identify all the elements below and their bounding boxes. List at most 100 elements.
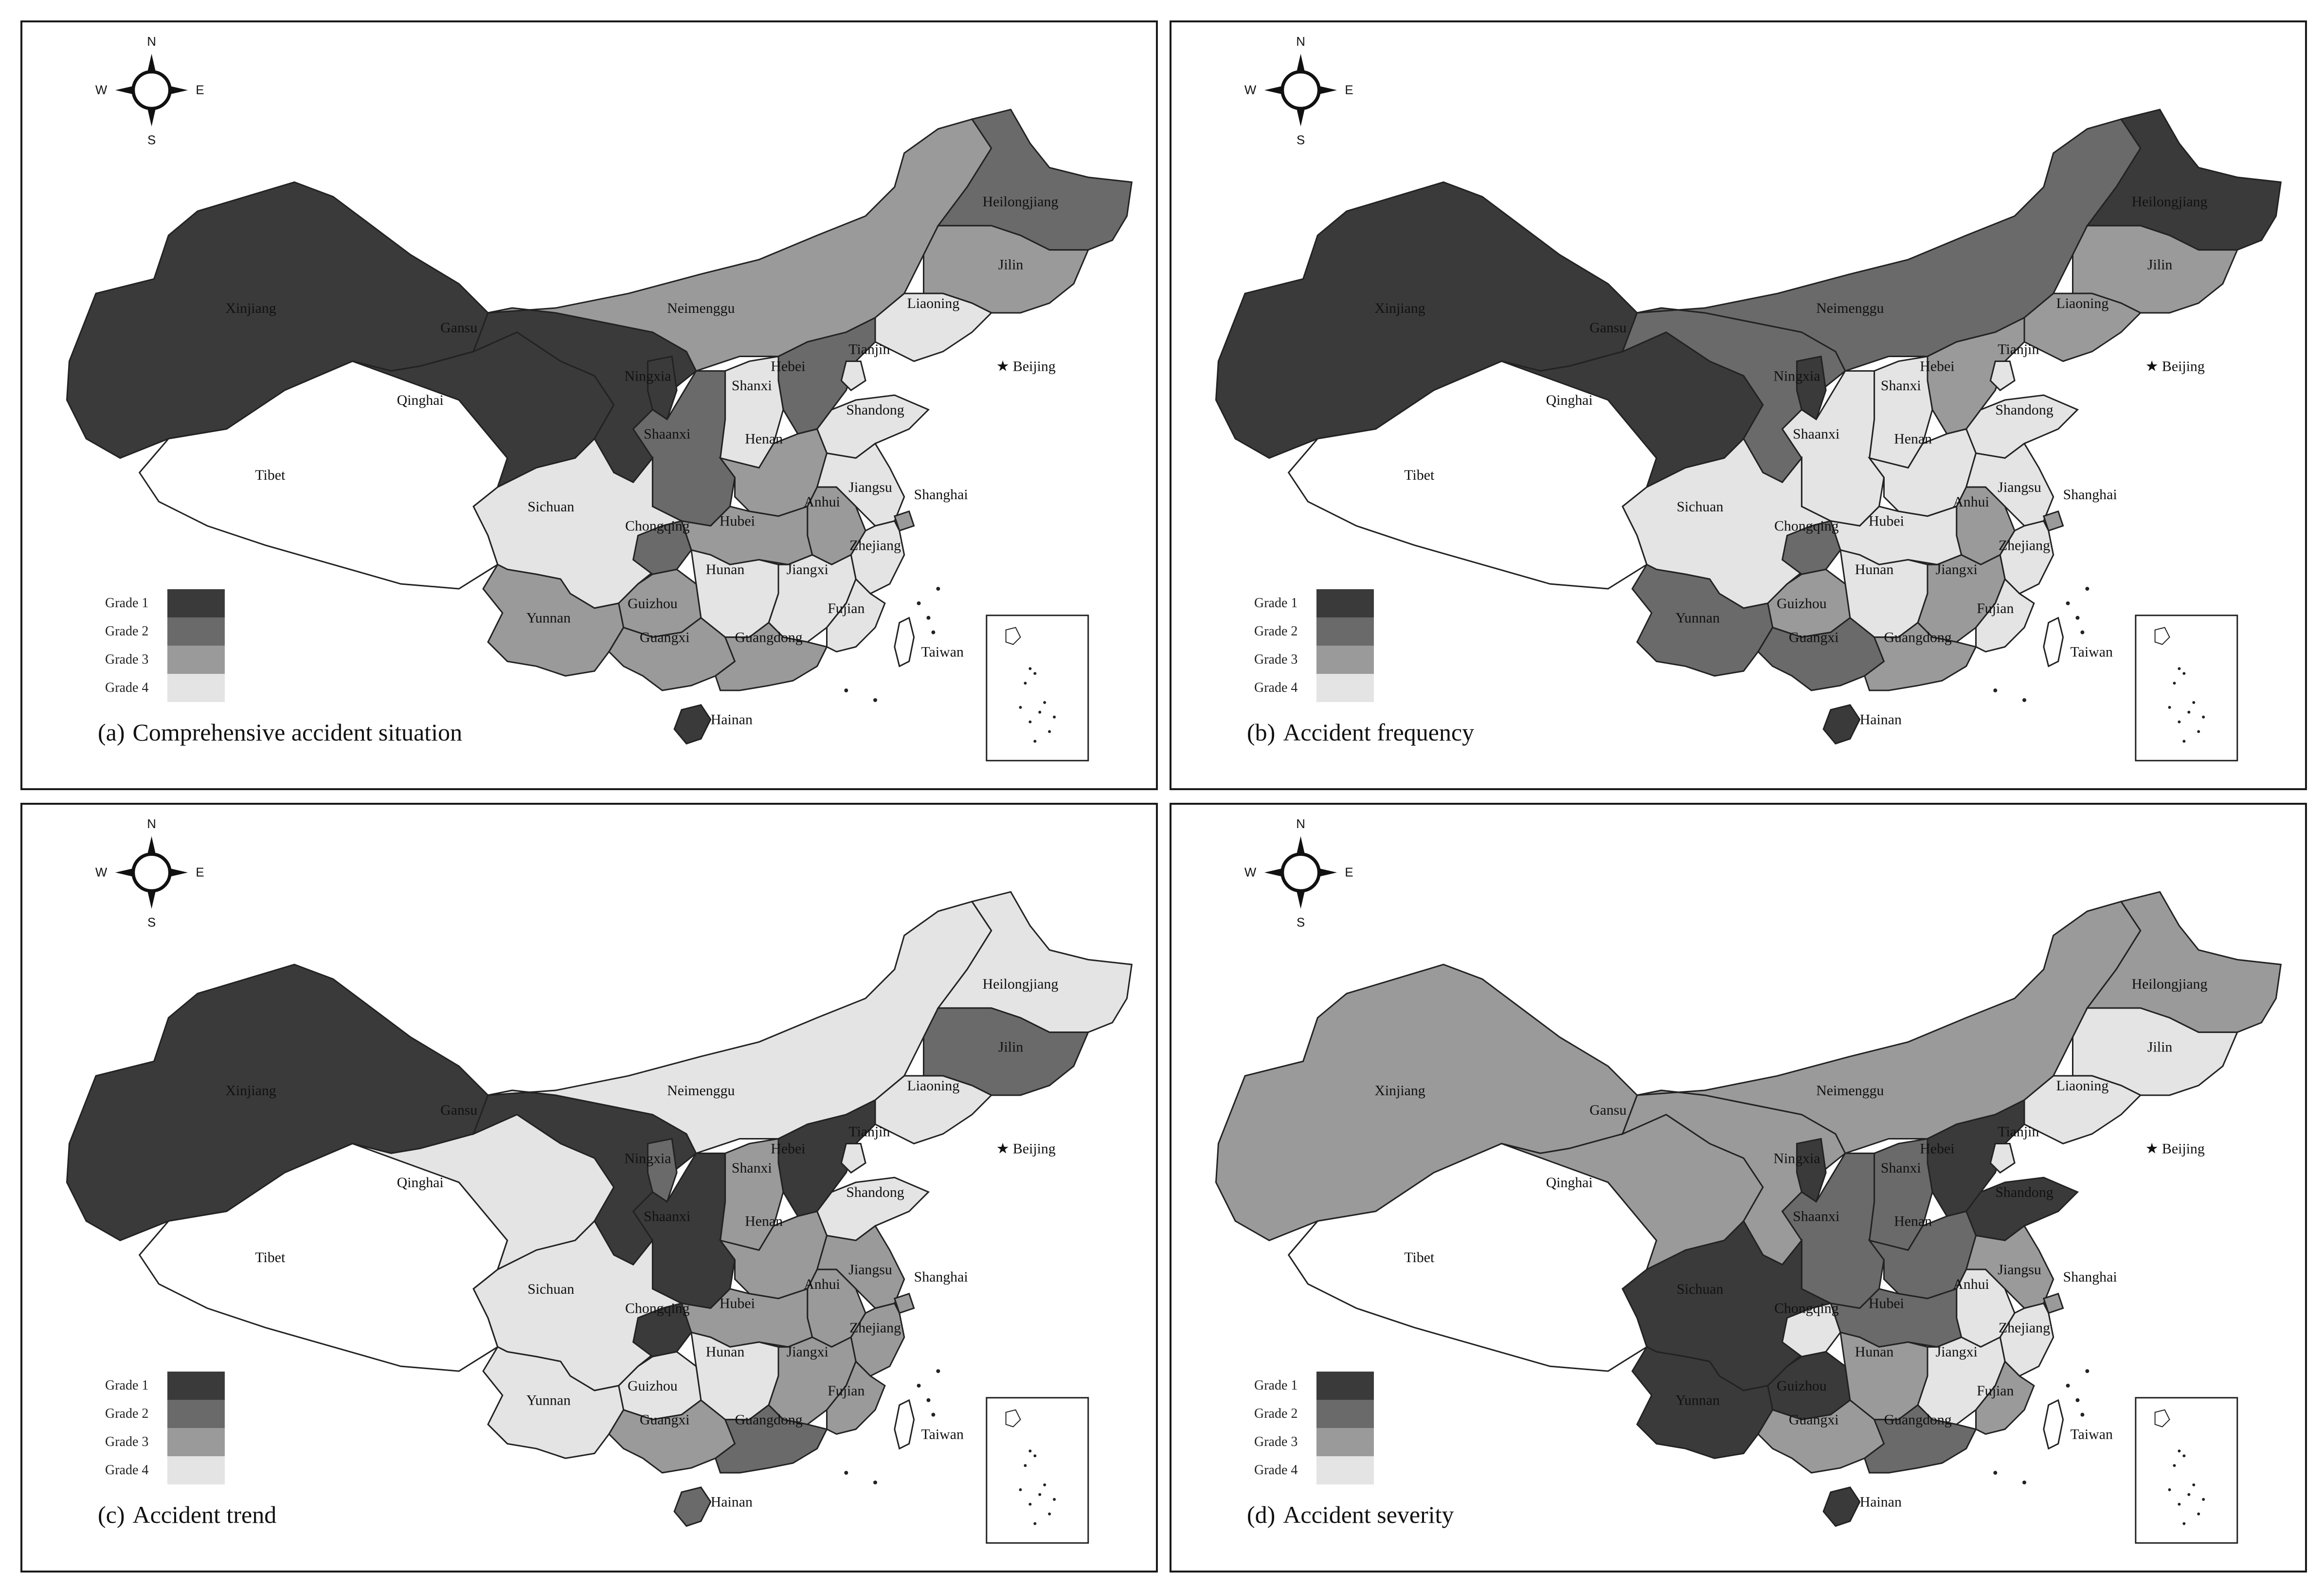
legend-row: Grade 1 <box>1254 589 1374 617</box>
province-label-shandong: Shandong <box>846 402 904 418</box>
legend-row: Grade 1 <box>105 1372 225 1400</box>
province-label-liaoning: Liaoning <box>2056 1078 2109 1094</box>
legend-swatch <box>1316 646 1374 674</box>
province-label-henan: Henan <box>745 1213 783 1229</box>
island-dot <box>2080 630 2085 634</box>
province-label-neimenggu: Neimenggu <box>1816 300 1884 316</box>
province-label-gansu: Gansu <box>1589 1102 1626 1118</box>
province-label-jiangsu: Jiangsu <box>1998 479 2041 495</box>
province-label-anhui: Anhui <box>804 1276 840 1292</box>
legend-swatch <box>167 1372 225 1400</box>
legend-row: Grade 2 <box>1254 1400 1374 1428</box>
legend-label: Grade 3 <box>1254 652 1298 667</box>
island-dot <box>1993 1471 1998 1475</box>
legend-swatch <box>1316 674 1374 702</box>
province-fujian <box>826 1360 886 1435</box>
map-label-hainan: Hainan <box>711 712 753 728</box>
province-label-heilongjiang: Heilongjiang <box>2132 194 2208 210</box>
map-label-tianjin: Tianjin <box>1998 1124 2039 1140</box>
south-china-sea-inset <box>986 615 1089 761</box>
province-label-anhui: Anhui <box>1953 1276 1989 1292</box>
panel-letter: (c) <box>98 1501 125 1528</box>
panel-title: Comprehensive accident situation <box>132 719 463 746</box>
compass-w-label: W <box>95 866 108 879</box>
legend-label: Grade 2 <box>1254 1406 1298 1421</box>
map-label-taiwan: Taiwan <box>2071 644 2113 660</box>
province-label-shandong: Shandong <box>1995 1184 2053 1200</box>
legend-swatch <box>167 1428 225 1456</box>
island-dot <box>931 1412 936 1417</box>
province-label-jilin: Jilin <box>998 256 1023 272</box>
province-label-chongqing: Chongqing <box>1774 518 1839 534</box>
province-label-qinghai: Qinghai <box>397 1175 444 1191</box>
island-dot <box>873 1480 877 1484</box>
island-dot <box>936 1369 940 1374</box>
province-label-sichuan: Sichuan <box>1676 1281 1723 1297</box>
panel-letter: (a) <box>98 719 125 746</box>
province-heilongjiang <box>2086 891 2282 1033</box>
province-label-sichuan: Sichuan <box>1676 499 1723 515</box>
island-dot <box>844 1471 848 1475</box>
province-label-gansu: Gansu <box>440 320 477 336</box>
province-label-tibet: Tibet <box>1404 1249 1435 1266</box>
province-taiwan <box>894 616 915 668</box>
province-label-zhejiang: Zhejiang <box>1999 1320 2050 1336</box>
map-label-beijing: ★ Beijing <box>996 358 1056 374</box>
province-tianjin <box>840 1142 866 1174</box>
legend-swatch <box>1316 1400 1374 1428</box>
legend-label: Grade 1 <box>1254 1378 1298 1393</box>
province-label-jilin: Jilin <box>998 1039 1023 1055</box>
panel-title: Accident frequency <box>1283 719 1475 746</box>
province-label-qinghai: Qinghai <box>397 392 444 408</box>
legend-row: Grade 3 <box>1254 1428 1374 1456</box>
grade-legend: Grade 1 Grade 2 Grade 3 Grade 4 <box>1254 589 1374 702</box>
compass-icon: N S E W <box>95 817 204 930</box>
legend-row: Grade 2 <box>1254 617 1374 646</box>
map-panel-c: Xinjiang Tibet Qinghai Gansu Neimenggu Heilon… <box>20 803 1158 1573</box>
province-label-guangxi: Guangxi <box>640 630 690 646</box>
province-label-jiangxi: Jiangxi <box>787 561 829 578</box>
island-dot <box>917 601 921 605</box>
province-label-neimenggu: Neimenggu <box>1816 1083 1884 1099</box>
compass-n-label: N <box>147 35 156 49</box>
province-hainan <box>673 704 712 745</box>
province-chongqing <box>1781 520 1841 575</box>
province-label-chongqing: Chongqing <box>625 1301 690 1317</box>
panel-title: Accident severity <box>1283 1501 1454 1528</box>
island-dot <box>873 698 877 702</box>
island-dot <box>2022 1480 2026 1484</box>
province-label-hunan: Hunan <box>1855 561 1894 578</box>
compass-s-label: S <box>147 916 156 930</box>
province-label-shaanxi: Shaanxi <box>1793 1209 1839 1225</box>
province-fujian <box>826 578 886 653</box>
compass-e-label: E <box>196 83 204 97</box>
province-label-shanxi: Shanxi <box>732 1160 772 1176</box>
legend-swatch <box>1316 1372 1374 1400</box>
province-taiwan <box>2043 616 2064 668</box>
legend-row: Grade 2 <box>105 1400 225 1428</box>
province-label-heilongjiang: Heilongjiang <box>983 194 1059 210</box>
map-label-tianjin: Tianjin <box>1998 342 2039 358</box>
province-label-ningxia: Ningxia <box>1773 1150 1820 1166</box>
map-label-shanghai: Shanghai <box>2063 1269 2117 1285</box>
province-label-yunnan: Yunnan <box>1675 610 1720 626</box>
china-map: Xinjiang Tibet Qinghai Gansu Neimenggu Heilon… <box>66 817 1133 1544</box>
province-label-shanxi: Shanxi <box>732 378 772 394</box>
island-dot <box>2075 615 2080 620</box>
compass-icon: N S E W <box>1244 35 1353 147</box>
legend-label: Grade 4 <box>1254 680 1298 695</box>
legend-row: Grade 1 <box>105 589 225 617</box>
province-label-yunnan: Yunnan <box>526 1392 571 1409</box>
province-label-guizhou: Guizhou <box>1777 1378 1827 1394</box>
province-label-henan: Henan <box>745 431 783 447</box>
map-label-taiwan: Taiwan <box>921 644 964 660</box>
compass-s-label: S <box>147 134 156 147</box>
province-label-hunan: Hunan <box>706 1344 745 1360</box>
legend-swatch <box>167 1456 225 1484</box>
province-guangdong <box>1863 621 1977 691</box>
legend-swatch <box>1316 617 1374 646</box>
province-label-shaanxi: Shaanxi <box>644 1209 690 1225</box>
province-label-hebei: Hebei <box>1920 358 1954 374</box>
province-label-chongqing: Chongqing <box>1774 1301 1839 1317</box>
legend-row: Grade 4 <box>1254 674 1374 702</box>
